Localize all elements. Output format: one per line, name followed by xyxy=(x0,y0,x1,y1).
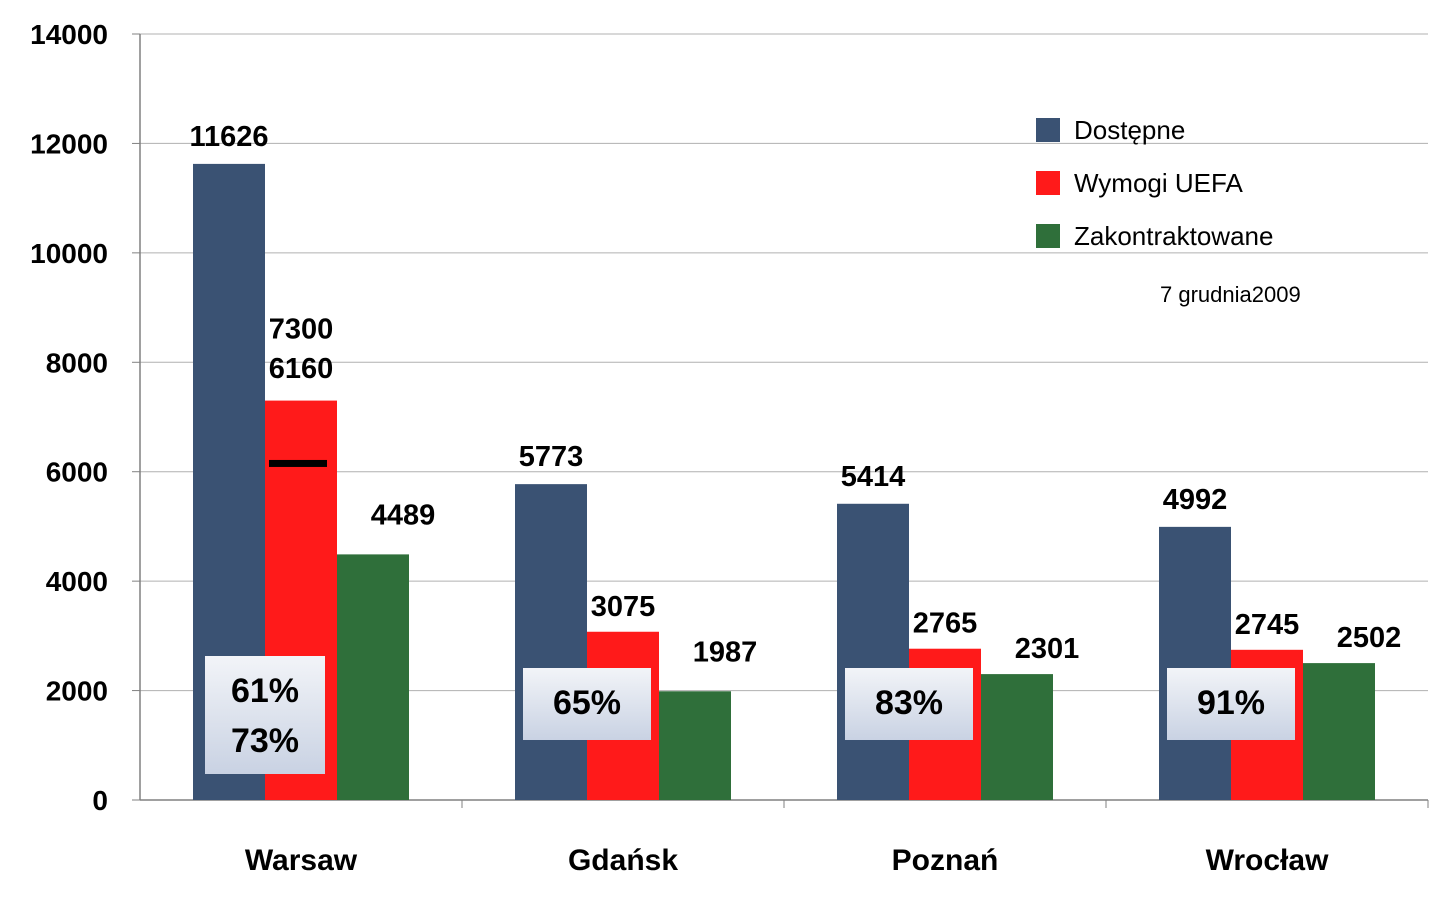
y-tick-label: 10000 xyxy=(30,238,108,269)
y-tick-label: 4000 xyxy=(46,566,108,597)
bar-value-label: 4489 xyxy=(371,499,436,531)
percent-box xyxy=(845,668,973,740)
bar-value-label: 2745 xyxy=(1235,609,1300,641)
bar xyxy=(515,484,587,800)
bar-value-label: 2301 xyxy=(1015,633,1080,665)
bar-value-label: 2502 xyxy=(1337,622,1402,654)
x-axis-categories: Warsaw Gdańsk Poznań Wrocław xyxy=(245,844,1329,877)
bar-value-label: 2765 xyxy=(913,608,978,640)
warsaw-extra-value-label: 6160 xyxy=(269,353,334,385)
percent-label: 65% xyxy=(553,684,621,722)
legend-swatch xyxy=(1036,118,1060,142)
legend-label: Wymogi UEFA xyxy=(1074,168,1243,198)
y-tick-label: 6000 xyxy=(46,457,108,488)
bar xyxy=(1303,663,1375,800)
bar xyxy=(837,503,909,800)
legend-swatch xyxy=(1036,224,1060,248)
y-tick-label: 0 xyxy=(92,785,108,816)
legend-swatch xyxy=(1036,171,1060,195)
x-category-label: Warsaw xyxy=(245,844,358,877)
bar-value-label: 11626 xyxy=(189,121,268,153)
bar xyxy=(981,674,1053,800)
percent-box xyxy=(523,668,651,740)
bar-value-label: 5773 xyxy=(519,441,584,473)
legend-label: Dostępne xyxy=(1074,115,1185,145)
y-tick-label: 2000 xyxy=(46,676,108,707)
x-category-label: Poznań xyxy=(892,844,999,877)
y-tick-label: 12000 xyxy=(30,128,108,159)
bar xyxy=(659,691,731,800)
percent-label: 73% xyxy=(231,722,299,760)
percent-box xyxy=(1167,668,1295,740)
bar-value-label: 1987 xyxy=(693,636,758,668)
bar-value-label: 4992 xyxy=(1163,484,1228,516)
bar-value-label: 7300 xyxy=(269,314,334,346)
percent-boxes: 61% 73% 65% 83% 91% xyxy=(205,656,1295,774)
bar xyxy=(337,554,409,800)
x-category-label: Gdańsk xyxy=(568,844,678,877)
percent-label: 61% xyxy=(231,672,299,710)
date-annotation: 7 grudnia2009 xyxy=(1160,282,1301,307)
bar-value-label: 3075 xyxy=(591,591,656,623)
y-tick-label: 8000 xyxy=(46,347,108,378)
warsaw-annotations: 6160 xyxy=(269,353,334,467)
y-axis-ticks: 0 2000 4000 6000 8000 10000 12000 14000 xyxy=(30,19,108,816)
value-labels: 11626 7300 4489 5773 3075 1987 5414 2765 2301 499… xyxy=(189,121,1401,668)
percent-label: 91% xyxy=(1197,684,1265,722)
percent-box xyxy=(205,656,325,774)
warsaw-extra-marker xyxy=(269,459,327,467)
bar-value-label: 5414 xyxy=(841,461,906,493)
legend-label: Zakontraktowane xyxy=(1074,221,1273,251)
bar xyxy=(1159,526,1231,800)
x-category-label: Wrocław xyxy=(1206,844,1329,877)
percent-label: 83% xyxy=(875,684,943,722)
y-tick-label: 14000 xyxy=(30,19,108,50)
legend: Dostępne Wymogi UEFA Zakontraktowane xyxy=(1036,115,1273,251)
